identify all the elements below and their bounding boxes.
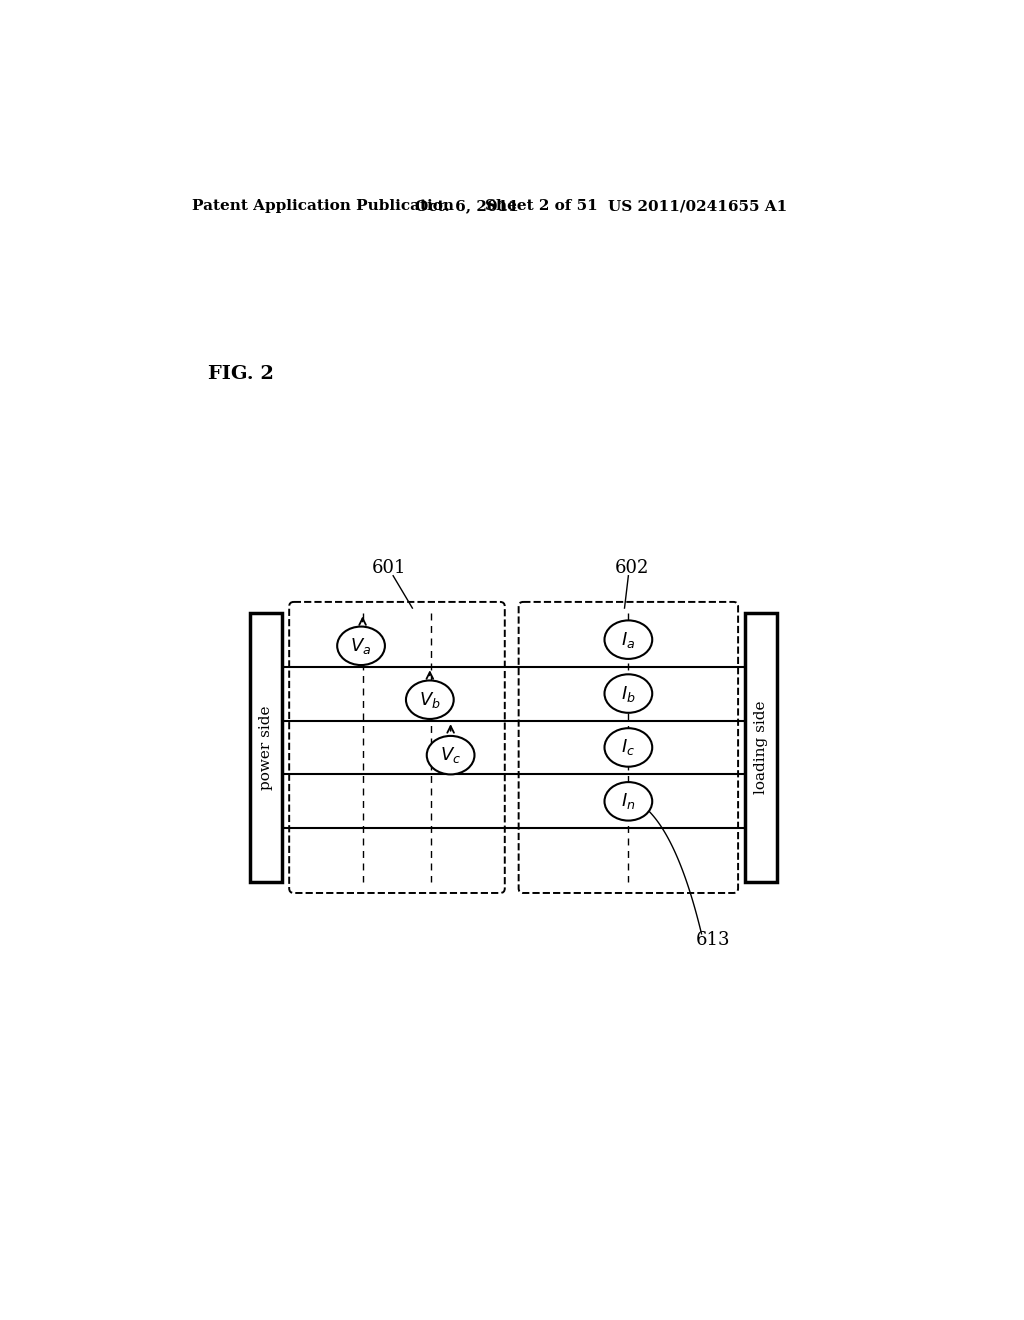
Bar <box>250 612 283 882</box>
Ellipse shape <box>427 737 474 775</box>
Text: US 2011/0241655 A1: US 2011/0241655 A1 <box>608 199 787 213</box>
Text: $V_c$: $V_c$ <box>440 746 461 766</box>
Text: $V_b$: $V_b$ <box>419 690 440 710</box>
Text: $V_a$: $V_a$ <box>350 636 372 656</box>
Ellipse shape <box>604 729 652 767</box>
Text: Sheet 2 of 51: Sheet 2 of 51 <box>484 199 598 213</box>
Text: $I_b$: $I_b$ <box>621 684 636 704</box>
Text: loading side: loading side <box>755 701 768 795</box>
Text: 613: 613 <box>696 931 730 949</box>
Ellipse shape <box>604 620 652 659</box>
Bar <box>745 612 777 882</box>
Ellipse shape <box>337 627 385 665</box>
Text: Patent Application Publication: Patent Application Publication <box>193 199 455 213</box>
Text: power side: power side <box>259 705 273 789</box>
Ellipse shape <box>604 675 652 713</box>
Text: FIG. 2: FIG. 2 <box>208 366 273 383</box>
Ellipse shape <box>604 781 652 821</box>
Text: 602: 602 <box>615 560 649 577</box>
Text: $I_n$: $I_n$ <box>622 792 636 812</box>
Ellipse shape <box>406 681 454 719</box>
Text: $I_a$: $I_a$ <box>622 630 636 649</box>
Text: Oct. 6, 2011: Oct. 6, 2011 <box>416 199 519 213</box>
Text: $I_c$: $I_c$ <box>622 738 636 758</box>
Text: 601: 601 <box>372 560 407 577</box>
